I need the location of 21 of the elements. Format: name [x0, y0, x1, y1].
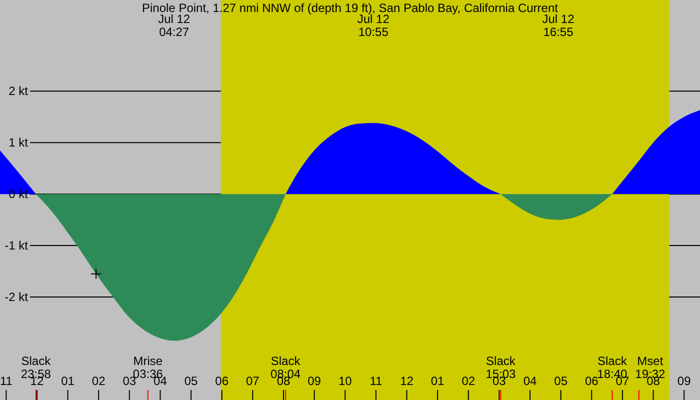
x-tick-label: 09 — [308, 374, 322, 388]
y-tick-label: 2 kt — [8, 84, 29, 98]
x-tick-label: 02 — [462, 374, 476, 388]
x-tick-label: 11 — [0, 374, 13, 388]
x-tick-label: 07 — [246, 374, 260, 388]
x-tick-label: 01 — [61, 374, 75, 388]
y-tick-label: -2 kt — [4, 290, 29, 304]
y-tick-label: 1 kt — [8, 136, 29, 150]
x-tick-label: 04 — [523, 374, 537, 388]
x-tick-label: 01 — [430, 374, 445, 388]
x-tick-label: 02 — [92, 374, 106, 388]
x-tick-label: 12 — [400, 374, 414, 388]
x-tick-label: 06 — [584, 374, 599, 388]
x-tick-label: 11 — [370, 374, 382, 388]
annotation: Jul 12 16:55 — [542, 12, 575, 39]
annotation: Jul 12 04:27 — [158, 12, 190, 39]
y-tick-label: -1 kt — [4, 238, 29, 253]
x-tick-label: 05 — [184, 374, 198, 388]
x-tick-label: 10 — [338, 374, 352, 388]
x-tick-label: 05 — [554, 374, 568, 388]
x-tick-label: 09 — [677, 374, 692, 388]
